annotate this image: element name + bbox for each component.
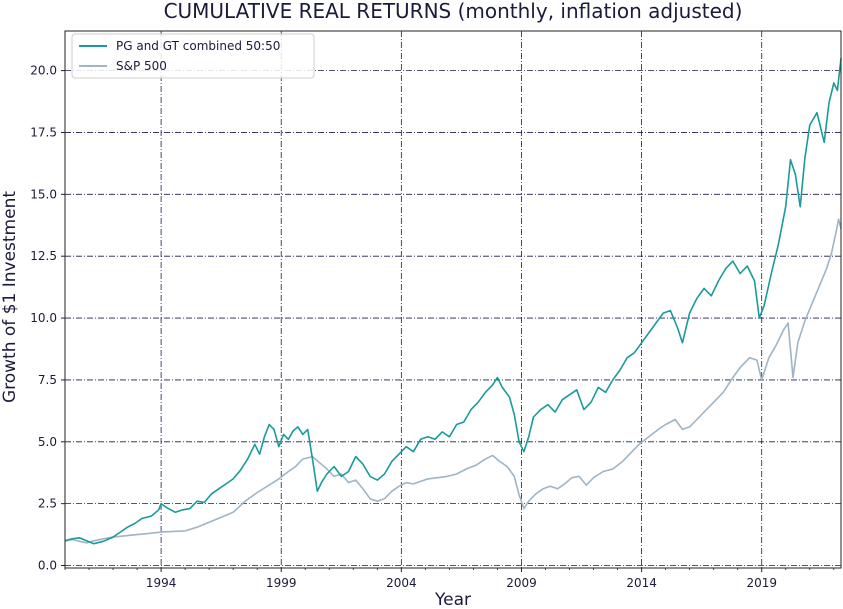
grid: [65, 31, 841, 568]
x-tick-label: 1999: [266, 576, 297, 590]
x-tick-label: 2009: [506, 576, 537, 590]
y-tick-label: 7.5: [38, 373, 57, 387]
x-tick-label: 1994: [146, 576, 177, 590]
y-tick-label: 20.0: [30, 64, 57, 78]
series-lines: [64, 58, 842, 545]
x-tick-label: 2004: [386, 576, 417, 590]
y-tick-label: 10.0: [30, 311, 57, 325]
chart-title: CUMULATIVE REAL RETURNS (monthly, inflat…: [164, 0, 743, 23]
y-tick-label: 15.0: [30, 187, 57, 201]
x-axis-label: Year: [434, 590, 471, 609]
legend: PG and GT combined 50:50 S&P 500: [71, 33, 315, 79]
x-tick-label: 2014: [626, 576, 657, 590]
series-line-pg-gt: [64, 58, 842, 545]
legend-label-sp500: S&P 500: [116, 59, 167, 73]
y-tick-label: 2.5: [38, 497, 57, 511]
y-axis-label: Growth of $1 Investment: [0, 191, 20, 403]
y-tick-label: 5.0: [38, 435, 57, 449]
series-line-sp500: [64, 218, 842, 544]
legend-box: [71, 33, 315, 79]
x-tick-label: 2019: [746, 576, 777, 590]
plot-frame: [64, 30, 842, 569]
y-tick-label: 12.5: [30, 249, 57, 263]
y-tick-label: 17.5: [30, 125, 57, 139]
axis-ticks: 1994 1999 2004 2009 2014 2019 0.0 2.5 5.0 7.5 10.0…: [30, 64, 835, 590]
y-tick-label: 0.0: [38, 559, 57, 573]
legend-label-pg-gt: PG and GT combined 50:50: [116, 39, 280, 53]
